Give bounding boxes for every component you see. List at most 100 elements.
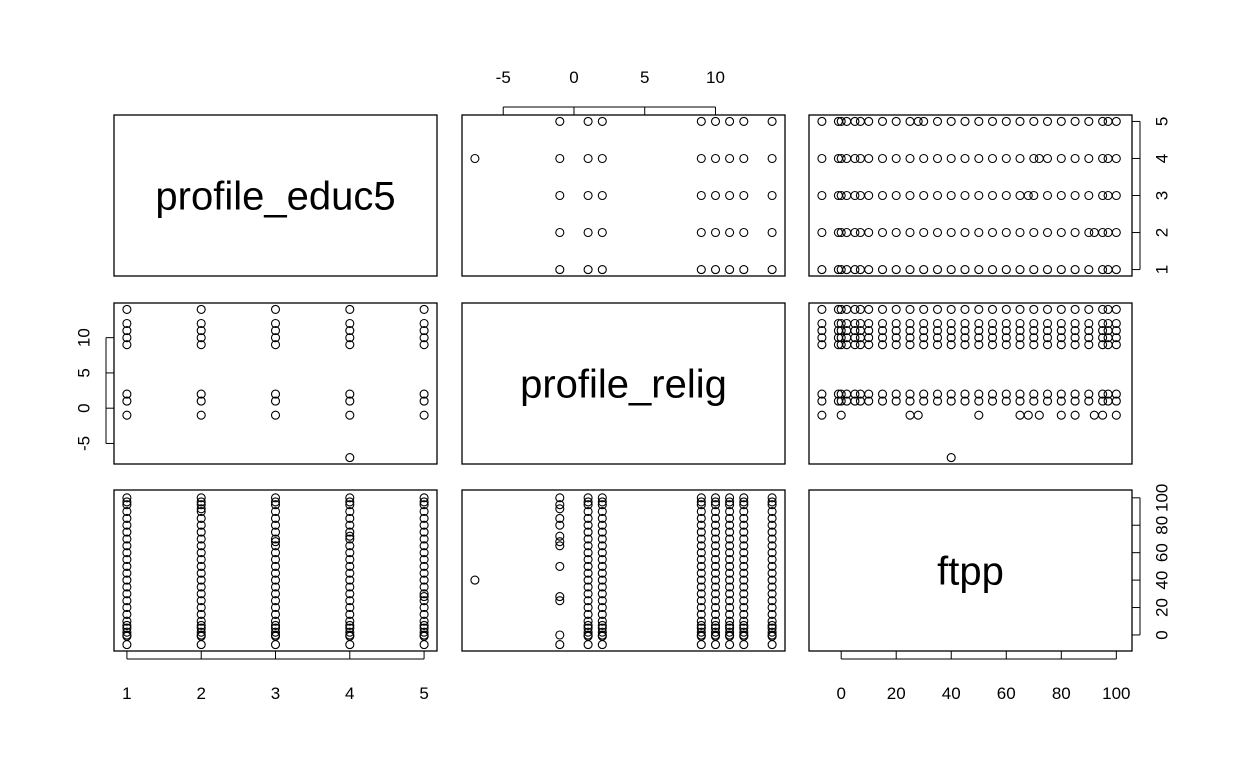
point-409 (1089, 410, 1099, 420)
point-603 (696, 620, 706, 630)
point-97 (850, 190, 860, 201)
point-592 (597, 520, 607, 530)
point-205 (419, 340, 429, 350)
point-392 (1056, 304, 1066, 314)
point-88 (1070, 227, 1080, 238)
point-353 (877, 318, 888, 329)
point-137 (1029, 153, 1039, 164)
point-345 (1111, 326, 1121, 336)
point-331 (932, 326, 943, 336)
point-64 (1098, 265, 1108, 275)
panel-0-1 (461, 114, 786, 277)
point-280 (946, 340, 956, 350)
point-700 (739, 497, 749, 507)
point-682 (739, 616, 749, 626)
point-390 (1029, 304, 1039, 314)
panel-2-2 (808, 489, 1133, 652)
point-564 (583, 534, 593, 544)
point-605 (696, 609, 706, 619)
point-263 (1070, 389, 1080, 399)
point-189 (270, 396, 281, 406)
point-657 (725, 609, 735, 619)
point-396 (1103, 304, 1113, 314)
point-257 (987, 389, 998, 399)
point-628 (710, 623, 721, 633)
point-545 (196, 504, 206, 514)
point-74 (877, 227, 888, 238)
tick-label: 1 (122, 684, 131, 703)
point-114 (1070, 190, 1080, 201)
point-111 (1029, 190, 1039, 201)
point-151 (864, 116, 874, 126)
point-22 (597, 153, 607, 164)
point-606 (696, 602, 706, 613)
point-643 (710, 527, 721, 537)
point-702 (767, 640, 777, 650)
point-220 (850, 396, 860, 406)
point-287 (1042, 340, 1053, 350)
point-430 (122, 534, 132, 544)
point-686 (739, 589, 749, 599)
point-624 (710, 640, 721, 650)
tick-label: 20 (887, 684, 906, 703)
point-167 (1084, 116, 1094, 126)
point-253 (932, 389, 943, 399)
point-515 (345, 493, 355, 503)
point-650 (725, 640, 735, 650)
point-616 (696, 534, 706, 544)
point-710 (767, 602, 777, 613)
point-333 (960, 326, 970, 336)
point-539 (419, 500, 429, 510)
point-623 (696, 493, 706, 503)
point-690 (739, 561, 749, 571)
point-449 (196, 582, 206, 592)
point-162 (1015, 116, 1025, 126)
point-89 (1084, 227, 1094, 238)
point-662 (725, 575, 735, 585)
point-584 (597, 575, 607, 585)
point-456 (196, 534, 206, 544)
point-555 (583, 596, 593, 606)
point-300 (864, 333, 874, 343)
point-233 (1015, 396, 1025, 406)
point-450 (196, 575, 206, 585)
point-484 (270, 520, 281, 530)
point-378 (864, 304, 874, 314)
point-136 (1015, 153, 1025, 164)
point-132 (960, 153, 970, 164)
point-159 (974, 116, 984, 126)
point-161 (1001, 116, 1011, 126)
point-95 (836, 190, 846, 201)
tick-label: 80 (1052, 684, 1071, 703)
point-46 (855, 265, 865, 275)
point-667 (725, 541, 735, 551)
point-466 (270, 630, 281, 640)
point-199 (345, 333, 355, 343)
point-493 (345, 627, 355, 637)
point-697 (739, 513, 749, 523)
point-77 (919, 227, 929, 238)
tick-label: 2 (1153, 228, 1172, 237)
point-1 (597, 265, 607, 275)
tick-label: 5 (640, 68, 649, 87)
point-91 (1103, 227, 1113, 238)
point-461 (196, 500, 206, 510)
point-391 (1042, 304, 1053, 314)
point-113 (1056, 190, 1066, 201)
point-38 (555, 153, 565, 164)
point-597 (597, 493, 607, 503)
point-581 (597, 596, 607, 606)
point-741 (555, 493, 565, 503)
point-399 (817, 410, 827, 420)
tick-label: 100 (1153, 484, 1172, 512)
point-336 (1001, 326, 1011, 336)
point-14 (583, 190, 593, 201)
point-411 (1111, 410, 1121, 420)
point-478 (270, 561, 281, 571)
point-264 (1084, 389, 1094, 399)
point-72 (855, 227, 865, 238)
point-47 (864, 265, 874, 275)
point-432 (122, 520, 132, 530)
point-158 (960, 116, 970, 126)
point-687 (739, 582, 749, 592)
